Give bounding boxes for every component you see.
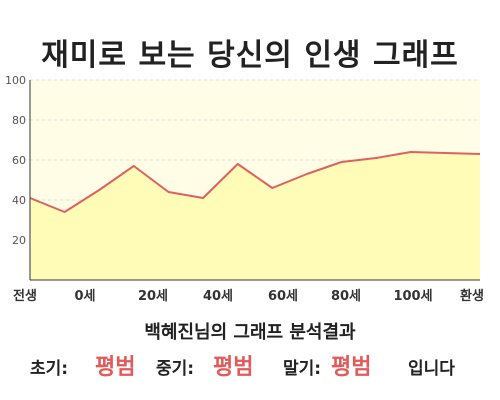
y-tick-label: 60 [12,154,26,167]
x-tick-labels: 전생 0세 20세 40세 60세 80세 100세 환생 [13,288,484,304]
life-area-fill [30,152,480,280]
x-tick-label: 100세 [393,289,432,304]
life-summary: 초기: 평범 중기: 평범 말기: 평범 입니다 [0,345,500,381]
summary-ending: 입니다 [408,359,455,379]
y-tick-label: 40 [12,194,26,207]
early-value: 평범 [95,355,136,380]
late-value: 평범 [331,355,372,380]
life-line [29,151,481,213]
middle-value: 평범 [213,355,254,380]
early-label: 초기: [30,359,69,379]
middle-label: 중기: [156,359,195,379]
x-tick-label: 20세 [138,289,168,304]
x-tick-label: 0세 [74,289,95,304]
life-graph-chart: 100 80 60 40 20 전생 0세 20세 40세 60세 80세 100세 환생 [5,74,484,304]
late-label: 말기: [283,359,322,379]
y-tick-label: 100 [5,74,26,87]
y-tick-label: 20 [12,234,26,247]
y-tick-labels: 100 80 60 40 20 [5,74,26,247]
x-tick-label: 환생 [460,288,484,304]
x-tick-label: 80세 [331,289,361,304]
x-tick-label: 전생 [13,288,37,304]
analysis-subtitle: 백혜진님의 그래프 분석결과 [144,322,356,343]
y-tick-label: 80 [12,114,26,127]
x-tick-label: 40세 [203,289,233,304]
x-tick-label: 60세 [268,289,298,304]
page-title: 재미로 보는 당신의 인생 그래프 [41,38,459,73]
